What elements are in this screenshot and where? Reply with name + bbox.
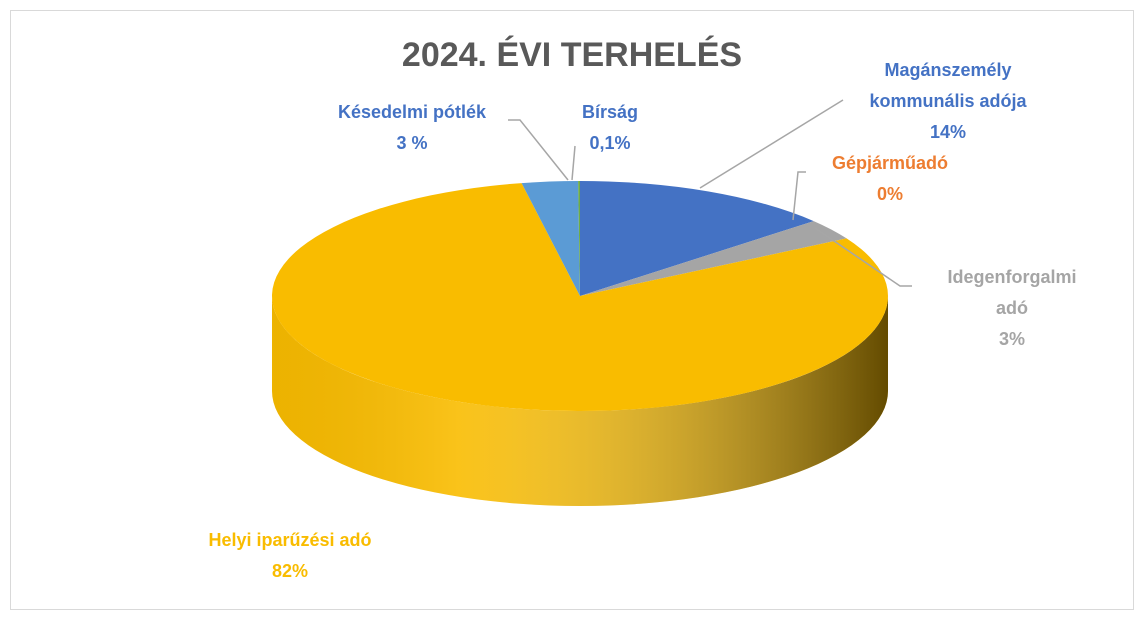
leader-line (508, 119, 569, 181)
label-name: Gépjárműadó (831, 153, 949, 173)
label-value: 0% (876, 184, 903, 204)
leader-line (699, 99, 844, 189)
leader-lines (508, 99, 912, 287)
data-label: Idegenforgalmi adó 3% (932, 262, 1092, 355)
label-value: 3% (998, 329, 1025, 349)
label-name: Magánszemély kommunális adója (869, 60, 1027, 111)
leader-line (792, 171, 806, 221)
label-name: Késedelmi pótlék (337, 102, 487, 122)
leader-line (814, 227, 912, 287)
slice (272, 183, 889, 411)
slice (580, 181, 814, 296)
label-name: Bírság (581, 102, 639, 122)
label-value: 0,1% (589, 133, 631, 153)
data-label: Bírság 0,1% (550, 97, 670, 159)
label-value: 82% (271, 561, 309, 581)
slice-side-shade (272, 296, 888, 506)
slice (521, 181, 580, 296)
slice (580, 221, 847, 296)
leader-line (571, 145, 576, 181)
data-label: Magánszemély kommunális adója 14% (853, 55, 1043, 148)
label-value: 3 % (396, 133, 428, 153)
slice (578, 181, 580, 296)
pie-sides (272, 296, 888, 506)
data-label: Helyi iparűzési adó 82% (160, 525, 420, 587)
label-name: Helyi iparűzési adó (208, 530, 372, 550)
data-label: Gépjárműadó 0% (810, 148, 970, 210)
label-name: Idegenforgalmi adó (947, 267, 1077, 318)
chart-frame (10, 10, 1134, 610)
label-value: 14% (929, 122, 967, 142)
chart-title: 2024. ÉVI TERHELÉS (401, 36, 743, 74)
pie-tops (272, 181, 889, 411)
data-label: Késedelmi pótlék 3 % (302, 97, 522, 159)
